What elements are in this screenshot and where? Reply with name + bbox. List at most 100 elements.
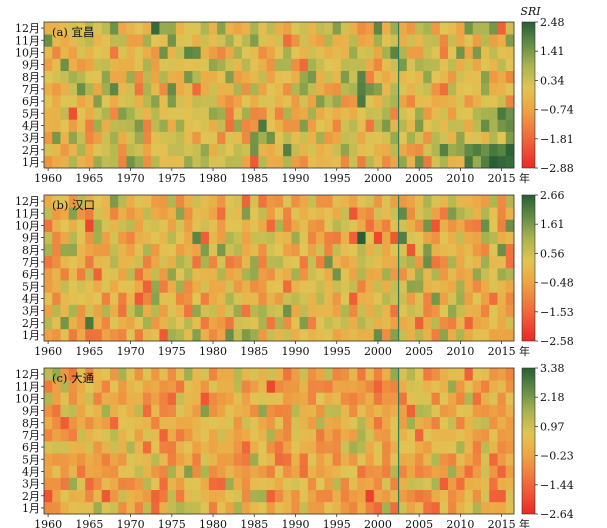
heatmap-cell (291, 416, 300, 430)
heatmap-cell (44, 392, 53, 405)
heatmap-cell (109, 380, 119, 393)
heatmap-cell (316, 131, 325, 145)
heatmap-cell (241, 34, 251, 47)
heatmap-cell (101, 255, 111, 269)
heatmap-cell (200, 441, 210, 454)
heatmap-cell (250, 195, 259, 208)
heatmap-cell (85, 143, 94, 157)
heatmap-cell (60, 489, 70, 503)
heatmap-cell (85, 107, 94, 120)
heatmap-cell (357, 328, 366, 342)
heatmap-cell (184, 195, 193, 208)
heatmap-cell (52, 304, 61, 318)
heatmap-cell (299, 255, 309, 269)
heatmap-cell (60, 155, 70, 169)
heatmap-cell (118, 392, 127, 405)
heatmap-cell (439, 316, 449, 330)
heatmap-cell (431, 119, 441, 132)
x-unit-label: 年 (519, 344, 530, 358)
heatmap-cell (167, 58, 177, 72)
heatmap-cell (68, 316, 78, 330)
heatmap-cell (60, 268, 70, 281)
heatmap-cell (151, 195, 160, 208)
heatmap-cell (44, 231, 53, 245)
heatmap-cell (159, 404, 169, 418)
heatmap-cell (250, 453, 259, 466)
heatmap-cell (349, 255, 358, 269)
heatmap-cell (217, 428, 226, 442)
heatmap-cell (142, 22, 152, 35)
heatmap-cell (390, 416, 399, 430)
heatmap-cell (307, 34, 317, 47)
heatmap-cell (505, 131, 515, 145)
heatmap-cell (60, 107, 70, 120)
heatmap-cell (200, 82, 210, 96)
heatmap-cell (283, 95, 292, 108)
heatmap-cell (406, 316, 416, 330)
heatmap-cell (159, 416, 169, 430)
heatmap-cell (340, 304, 350, 318)
heatmap-cell (456, 155, 465, 169)
heatmap-cell (283, 292, 292, 305)
heatmap-cell (126, 465, 136, 478)
heatmap-cell (398, 477, 408, 491)
heatmap-cell (398, 155, 408, 169)
heatmap-cell (464, 243, 474, 257)
heatmap-cell (241, 453, 251, 466)
heatmap-cell (406, 155, 416, 169)
heatmap-cell (93, 119, 103, 132)
heatmap-cell (258, 22, 267, 35)
heatmap-cell (398, 316, 408, 330)
heatmap-cell (233, 392, 243, 405)
heatmap-cell (134, 95, 144, 108)
heatmap-cell (439, 428, 449, 442)
heatmap-cell (258, 489, 267, 503)
heatmap-cell (233, 368, 243, 381)
heatmap-cell (109, 477, 119, 491)
heatmap-cell (448, 131, 457, 145)
heatmap-cell (52, 465, 61, 478)
heatmap-cell (349, 292, 358, 305)
heatmap-cell (167, 368, 177, 381)
heatmap-cell (489, 368, 498, 381)
heatmap-cell (291, 143, 300, 157)
heatmap-cell (373, 489, 383, 503)
heatmap-cell (464, 231, 474, 245)
heatmap-cell (505, 453, 515, 466)
heatmap-cell (489, 428, 498, 442)
heatmap-cell (431, 107, 441, 120)
heatmap-cell (159, 231, 169, 245)
heatmap-cell (208, 243, 218, 257)
heatmap-cell (489, 489, 498, 503)
heatmap-cell (175, 231, 185, 245)
heatmap-cell (415, 219, 424, 232)
x-tick-label: 2010 (446, 518, 474, 528)
heatmap-cell (497, 368, 507, 381)
heatmap-cell (464, 501, 474, 515)
heatmap-cell (398, 143, 408, 157)
heatmap-cell (200, 219, 210, 232)
heatmap-cell (332, 255, 342, 269)
heatmap-cell (68, 107, 78, 120)
heatmap-cell (365, 501, 375, 515)
heatmap-cell (52, 328, 61, 342)
heatmap-cell (151, 328, 160, 342)
heatmap-cell (431, 292, 441, 305)
heatmap-cell (274, 207, 284, 220)
heatmap-cell (349, 268, 358, 281)
heatmap-cell (126, 453, 136, 466)
heatmap-cell (340, 316, 350, 330)
heatmap-cell (118, 316, 127, 330)
heatmap-cell (250, 219, 259, 232)
heatmap-cell (134, 34, 144, 47)
heatmap-cell (464, 155, 474, 169)
heatmap-cell (233, 119, 243, 132)
heatmap-cell (382, 268, 391, 281)
heatmap-cell (167, 207, 177, 220)
heatmap-cell (439, 392, 449, 405)
x-tick-label: 2005 (405, 172, 433, 185)
heatmap-cell (167, 131, 177, 145)
heatmap-cell (291, 465, 300, 478)
heatmap-cell (184, 489, 193, 503)
heatmap-cell (456, 195, 465, 208)
